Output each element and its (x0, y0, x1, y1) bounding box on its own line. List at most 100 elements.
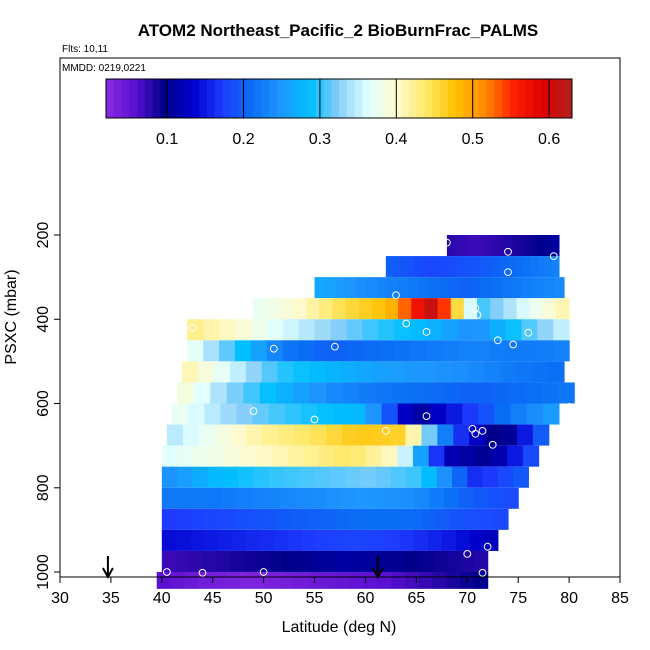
heatmap-cell (349, 508, 365, 530)
heatmap-cell (441, 340, 459, 362)
heatmap-cell (250, 487, 267, 509)
y-tick-label: 200 (35, 222, 52, 249)
data-marker (422, 328, 431, 336)
heatmap-cell (439, 277, 451, 299)
heatmap-cell (287, 445, 304, 467)
heatmap-cell (273, 529, 289, 551)
heatmap-cell (190, 508, 206, 530)
chart-title: ATOM2 Northeast_Pacific_2 BioBurnFrac_PA… (138, 21, 539, 40)
heatmap-cell (475, 445, 493, 467)
heatmap-cell (300, 403, 318, 425)
colorbar-segment (424, 79, 433, 118)
heatmap-cell (349, 403, 367, 425)
heatmap-cell (219, 340, 236, 362)
heatmap-cell (463, 298, 478, 320)
colorbar-segment (439, 79, 449, 118)
heatmap-cell (284, 550, 299, 572)
heatmap-cell (239, 572, 254, 589)
colorbar-tick-label: 0.1 (156, 131, 178, 148)
heatmap-cell (458, 487, 475, 509)
heatmap-cell (191, 487, 207, 509)
heatmap-cell (170, 572, 185, 589)
heatmap-cell (521, 235, 527, 257)
x-tick-label: 65 (408, 590, 426, 607)
heatmap-cell (474, 235, 481, 257)
heatmap-cell (266, 319, 284, 341)
dates-label: MMDD: 0219,0221 (62, 63, 146, 74)
colorbar-segment (245, 79, 255, 118)
heatmap-cell (253, 466, 270, 488)
heatmap-cell (233, 508, 249, 530)
colorbar-segment (486, 79, 495, 118)
heatmap-cell (378, 319, 395, 341)
heatmap-cell (392, 550, 407, 572)
colorbar-segment (362, 79, 371, 118)
heatmap-cell (359, 382, 377, 404)
heatmap-cell (473, 340, 491, 362)
heatmap-cell (444, 445, 461, 467)
heatmap-cell (548, 361, 565, 383)
heatmap-cell (505, 319, 522, 341)
heatmap-cell (389, 361, 406, 383)
heatmap-cell (245, 361, 263, 383)
heatmap-cell (488, 235, 495, 257)
heatmap-cell (203, 340, 220, 362)
heatmap-cell (427, 529, 443, 551)
heatmap-cell (346, 319, 363, 341)
heatmap-cell (419, 550, 434, 572)
heatmap-cell (410, 340, 427, 362)
heatmap-cell (291, 508, 307, 530)
heatmap-cell (293, 361, 311, 383)
heatmap-cell (161, 466, 178, 488)
heatmap-cell (432, 572, 447, 589)
heatmap-cell (493, 235, 499, 257)
data-marker (381, 427, 390, 435)
heatmap-cell (418, 572, 434, 589)
heatmap-cell (425, 319, 443, 341)
heatmap-cell (450, 508, 466, 530)
colorbar-segment (408, 79, 418, 118)
heatmap-cell (268, 466, 285, 488)
x-axis-label: Latitude (deg N) (282, 619, 397, 636)
heatmap-cell (522, 445, 540, 467)
heatmap-cell (503, 487, 519, 509)
heatmap-cell (230, 424, 248, 446)
heatmap-cell (333, 403, 350, 425)
data-marker (269, 344, 278, 353)
heatmap-cell (458, 382, 476, 404)
data-marker (509, 340, 517, 349)
heatmap-cell (397, 445, 414, 467)
heatmap-cell (358, 298, 373, 320)
heatmap-cell (498, 235, 504, 257)
heatmap-cell (277, 508, 293, 530)
heatmap-cell (193, 382, 211, 404)
colorbar-segment (113, 79, 123, 118)
heatmap-cell (277, 361, 295, 383)
heatmap-cell (319, 298, 333, 320)
heatmap-cell (516, 298, 531, 320)
heatmap-cell (375, 466, 392, 488)
heatmap-cell (187, 340, 204, 362)
data-marker (488, 440, 497, 449)
heatmap-cell (329, 466, 346, 488)
heatmap-cell (455, 529, 471, 551)
heatmap-cell (378, 508, 394, 530)
heatmap-cell (450, 298, 465, 320)
heatmap-cell (452, 466, 468, 488)
heatmap-cell (324, 550, 339, 572)
heatmap-cell (394, 340, 411, 362)
colorbar-segment (471, 79, 480, 118)
heatmap-cell (354, 487, 371, 509)
heatmap-cell (202, 550, 217, 572)
heatmap-cell (474, 382, 493, 404)
colorbar-segment (222, 79, 231, 118)
heatmap-cell (161, 529, 177, 551)
heatmap-cell (276, 382, 294, 404)
heatmap-cell (224, 445, 241, 467)
heatmap-cell (474, 550, 489, 572)
data-marker (157, 452, 166, 461)
data-marker (198, 568, 207, 577)
heatmap-cell (326, 424, 343, 446)
colorbar-segment (121, 79, 130, 118)
